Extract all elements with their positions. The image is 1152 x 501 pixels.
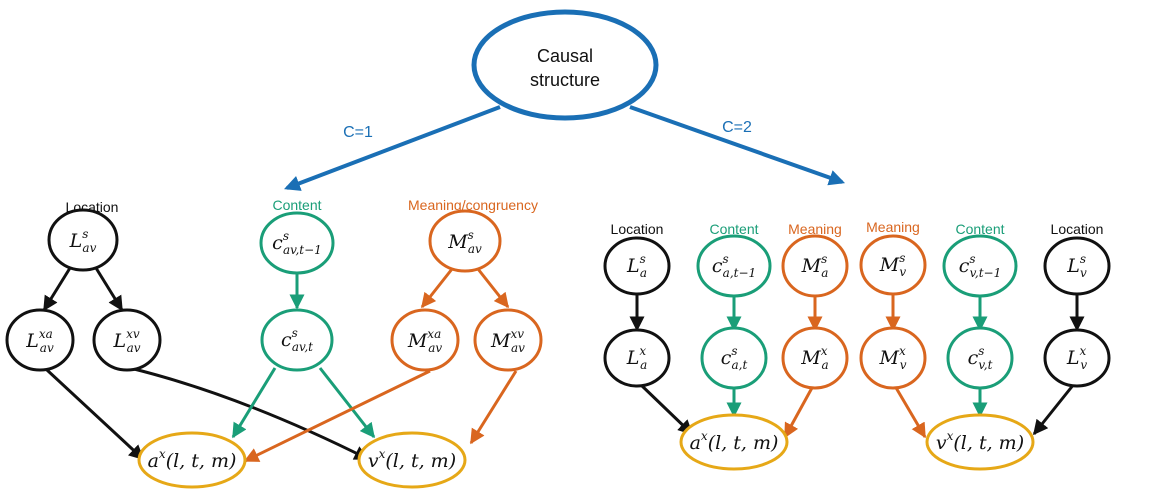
svg-text:Lxa: Lx a — [626, 344, 648, 372]
left-header-meaning: Meaning/congruency — [408, 197, 538, 213]
edge-L-av-s-to-xa — [42, 267, 72, 312]
node-c-a-t: cs a,t — [700, 326, 768, 390]
node-L-v-s: Ls v — [1043, 236, 1111, 296]
edge-L-a-x-to-a — [638, 382, 694, 436]
node-L-a-s: Ls a — [603, 236, 671, 296]
node-a-output-right: ax(l, t, m) — [679, 413, 789, 471]
svg-text:csa,t: cs a,t — [721, 344, 748, 372]
svg-text:Lsv: Ls v — [1066, 252, 1087, 280]
edge-M-a-x-to-a — [783, 385, 815, 439]
edge-c2 — [629, 105, 846, 186]
right-header-meaning-a: Meaning — [788, 221, 842, 237]
edge-M-av-s-to-xv — [476, 268, 510, 309]
svg-text:vx(l, t, m): vx(l, t, m) — [368, 447, 456, 472]
svg-text:Msv: Ms v — [879, 251, 907, 279]
edge-c-av-t-to-v — [318, 367, 376, 439]
node-L-av-s: Ls av — [47, 208, 119, 272]
edge-c1 — [284, 105, 501, 191]
node-L-av-xv: Lxv av — [92, 308, 162, 372]
branch-label-c1: C=1 — [343, 124, 373, 141]
node-c-v-t: cs v,t — [946, 326, 1014, 390]
right-header-location-v: Location — [1051, 221, 1104, 237]
left-header-content: Content — [272, 197, 321, 213]
svg-text:Mxv: Mx v — [878, 344, 906, 372]
node-M-v-x: Mx v — [859, 326, 927, 390]
edge-L-v-x-to-v — [1032, 383, 1076, 436]
node-L-v-x: Lx v — [1043, 328, 1111, 388]
edge-c-av-t-to-a — [231, 367, 277, 439]
causal-structure-node: Causal structure — [471, 9, 659, 121]
right-header-content-v: Content — [955, 221, 1004, 237]
svg-text:Msa: Ms a — [801, 252, 829, 280]
svg-text:Lxv: Lx v — [1066, 344, 1087, 372]
node-c-v-t1: cs v,t−1 — [942, 234, 1018, 298]
svg-text:csv,t: cs v,t — [968, 344, 993, 372]
node-c-av-t: cs av,t — [260, 308, 334, 372]
edge-M-v-x-to-v — [893, 385, 927, 439]
node-c-a-t1: cs a,t−1 — [696, 234, 772, 298]
edge-M-av-xa-to-a — [243, 369, 431, 463]
svg-text:vx(l, t, m): vx(l, t, m) — [936, 429, 1024, 454]
edge-L-av-xa-to-a — [45, 368, 145, 461]
node-M-av-xv: Mxv av — [473, 308, 543, 372]
branch-label-c2: C=2 — [722, 119, 752, 136]
node-M-a-s: Ms a — [781, 234, 849, 298]
svg-text:csa,t−1: cs a,t−1 — [712, 252, 756, 280]
edge-L-av-xv-to-v — [129, 366, 370, 461]
node-c-av-t1: cs av,t−1 — [259, 211, 335, 275]
left-edges — [42, 267, 518, 463]
node-L-av-xa: Lxa av — [5, 308, 75, 372]
edge-L-av-s-to-xv — [94, 267, 124, 312]
node-M-av-s: Ms av — [428, 209, 502, 273]
right-header-content-a: Content — [709, 221, 758, 237]
svg-text:Mxa: Mx a — [800, 344, 828, 372]
node-v-output-right: vx(l, t, m) — [925, 413, 1035, 471]
svg-text:ax(l, t, m): ax(l, t, m) — [148, 447, 237, 472]
edge-M-av-xv-to-v — [469, 370, 518, 445]
svg-text:Lsa: Ls a — [626, 252, 647, 280]
causal-structure-label-line1: Causal — [537, 46, 593, 66]
node-L-a-x: Lx a — [603, 328, 671, 388]
svg-text:ax(l, t, m): ax(l, t, m) — [690, 429, 779, 454]
edge-M-av-s-to-xa — [420, 268, 454, 309]
right-header-location-a: Location — [611, 221, 664, 237]
node-M-a-x: Mx a — [781, 326, 849, 390]
node-v-output-left: vx(l, t, m) — [357, 431, 467, 489]
node-M-v-s: Ms v — [859, 234, 927, 296]
right-edges — [629, 293, 1085, 439]
node-M-av-xa: Mxa av — [390, 308, 460, 372]
svg-text:csv,t−1: cs v,t−1 — [959, 252, 1002, 280]
node-a-output-left: ax(l, t, m) — [137, 431, 247, 489]
right-header-meaning-v: Meaning — [866, 219, 920, 235]
causal-structure-label-line2: structure — [530, 70, 600, 90]
